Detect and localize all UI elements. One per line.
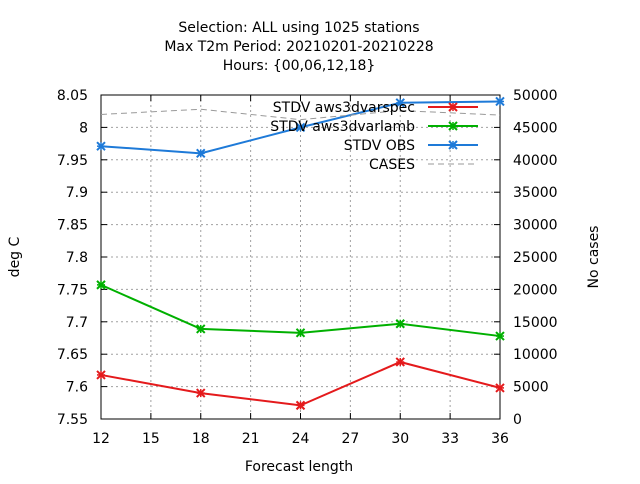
- y-tick-label: 7.65: [57, 347, 88, 363]
- data-point: [295, 122, 306, 133]
- chart-title-line-1: Selection: ALL using 1025 stations: [178, 20, 419, 36]
- data-point: [395, 357, 405, 367]
- data-point: [395, 319, 405, 329]
- y2-tick-label: 35000: [513, 185, 558, 201]
- y2-tick-label: 50000: [513, 88, 558, 104]
- data-point: [395, 98, 405, 108]
- series-line-0: [100, 360, 501, 407]
- y-tick-label: 7.6: [66, 380, 88, 396]
- data-point: [495, 96, 505, 107]
- data-point: [495, 331, 505, 341]
- y2-tick-label: 5000: [513, 380, 549, 396]
- y-tick-label: 8: [79, 120, 88, 136]
- legend-label: CASES: [369, 157, 415, 173]
- y-tick-label: 7.7: [66, 315, 88, 331]
- data-point: [96, 141, 106, 151]
- y-tick-label: 7.75: [57, 282, 88, 298]
- x-axis-label: Forecast length: [245, 459, 353, 475]
- series-line-3: [100, 108, 501, 121]
- y2-tick-label: 15000: [513, 315, 558, 331]
- chart-title-line-3: Hours: {00,06,12,18}: [223, 58, 376, 74]
- y2-tick-label: 45000: [513, 120, 558, 136]
- legend-marker: [448, 121, 458, 131]
- legend-label: STDV aws3dvarspec: [273, 100, 415, 116]
- data-point: [96, 370, 106, 380]
- grid-layer: [101, 95, 500, 419]
- x-tick-label: 36: [491, 431, 509, 447]
- x-tick-label: 18: [192, 431, 210, 447]
- data-point: [495, 383, 505, 393]
- y2-tick-label: 10000: [513, 347, 558, 363]
- y-tick-label: 7.9: [66, 185, 88, 201]
- data-point: [295, 328, 306, 338]
- tick-layer: 12 15 18 21 24 27 30 33 36 7.55 7.6 7.65 7.7 7.75 7.8 7…: [57, 88, 558, 447]
- y2-tick-label: 30000: [513, 218, 558, 234]
- x-tick-label: 12: [92, 431, 110, 447]
- x-tick-label: 24: [292, 431, 310, 447]
- x-tick-label: 30: [391, 431, 409, 447]
- y2-tick-label: 0: [513, 412, 522, 428]
- y-tick-label: 7.95: [57, 153, 88, 169]
- y-tick-label: 8.05: [57, 88, 88, 104]
- x-tick-label: 21: [242, 431, 260, 447]
- data-point: [96, 280, 106, 290]
- y2-tick-label: 25000: [513, 250, 558, 266]
- data-point: [295, 400, 306, 411]
- x-tick-label: 27: [341, 431, 359, 447]
- series-layer: [96, 96, 505, 411]
- legend-marker: [448, 102, 458, 112]
- legend-marker: [448, 140, 458, 150]
- y-tick-label: 7.55: [57, 412, 88, 428]
- y-tick-label: 7.85: [57, 218, 88, 234]
- y2-tick-label: 20000: [513, 282, 558, 298]
- data-point: [196, 148, 206, 159]
- x-tick-label: 33: [441, 431, 459, 447]
- y2-tick-label: 40000: [513, 153, 558, 169]
- legend: STDV aws3dvarspec STDV aws3dvarlamb STDV O…: [270, 100, 478, 173]
- data-point: [196, 324, 206, 334]
- y-tick-label: 7.8: [66, 250, 88, 266]
- legend-label: STDV OBS: [344, 138, 415, 154]
- chart-title-line-2: Max T2m Period: 20210201-20210228: [164, 39, 433, 55]
- y-axis-label: deg C: [7, 236, 23, 277]
- y2-axis-label: No cases: [586, 226, 602, 289]
- data-point: [196, 388, 206, 398]
- x-tick-label: 15: [142, 431, 160, 447]
- legend-label: STDV aws3dvarlamb: [270, 119, 415, 135]
